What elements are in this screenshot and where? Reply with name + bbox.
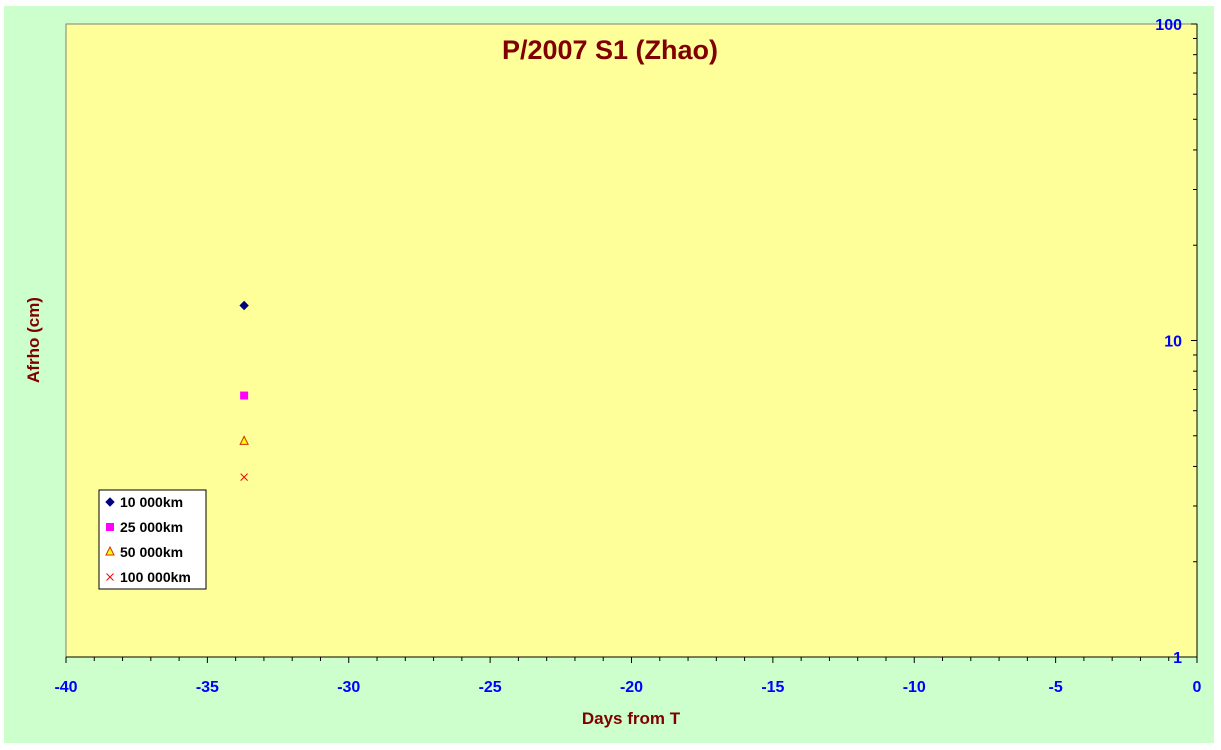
legend-box (98, 489, 207, 590)
chart-svg: P/2007 S1 (Zhao) Days from T Afrho (cm) … (24, 17, 1202, 728)
legend-marker-series-3 (105, 545, 115, 556)
legend-label-series-4: 100 000km (120, 569, 191, 585)
x-tick-label: -40 (54, 679, 77, 696)
x-tick-label: -10 (903, 679, 926, 696)
x-axis-title: Days from T (582, 709, 681, 728)
legend-label-series-3: 50 000km (120, 544, 183, 560)
legend-marker-series-1 (105, 497, 115, 507)
legend-items: 10 000km 25 000km 50 000km 100 000km (105, 494, 191, 585)
data-point-series-4 (240, 473, 248, 482)
data-point-series-1 (239, 300, 249, 311)
y-tick-label: 100 (1155, 17, 1182, 34)
x-tick-label: -20 (620, 679, 643, 696)
legend-marker-series-2 (106, 523, 114, 531)
x-tick-label: -30 (337, 679, 360, 696)
x-tick-label: 0 (1193, 679, 1202, 696)
x-tick-label: -5 (1049, 679, 1063, 696)
x-tick-label: -25 (479, 679, 502, 696)
axes-layer: -40 -35 -30 -25 -20 -15 -10 -5 01 10 100 (54, 17, 1201, 696)
legend-label-series-1: 10 000km (120, 494, 183, 510)
chart-frame: P/2007 S1 (Zhao) Days from T Afrho (cm) … (4, 6, 1214, 743)
x-marker-stroke (240, 473, 248, 482)
data-point-series-2 (240, 391, 249, 400)
x-tick-label: -35 (196, 679, 219, 696)
x-tick-label: -15 (761, 679, 784, 696)
x-marker-stroke (106, 573, 114, 581)
legend-label-series-2: 25 000km (120, 519, 183, 535)
y-axis-title: Afrho (cm) (24, 297, 43, 383)
y-tick-label: 10 (1164, 334, 1182, 351)
points-layer (239, 300, 249, 482)
legend: 10 000km 25 000km 50 000km 100 000km (98, 489, 207, 590)
data-point-series-3 (239, 435, 249, 445)
plot-area (65, 23, 1198, 658)
legend-marker-series-4 (106, 573, 114, 581)
y-tick-label: 1 (1173, 650, 1182, 667)
chart-title: P/2007 S1 (Zhao) (502, 35, 718, 65)
